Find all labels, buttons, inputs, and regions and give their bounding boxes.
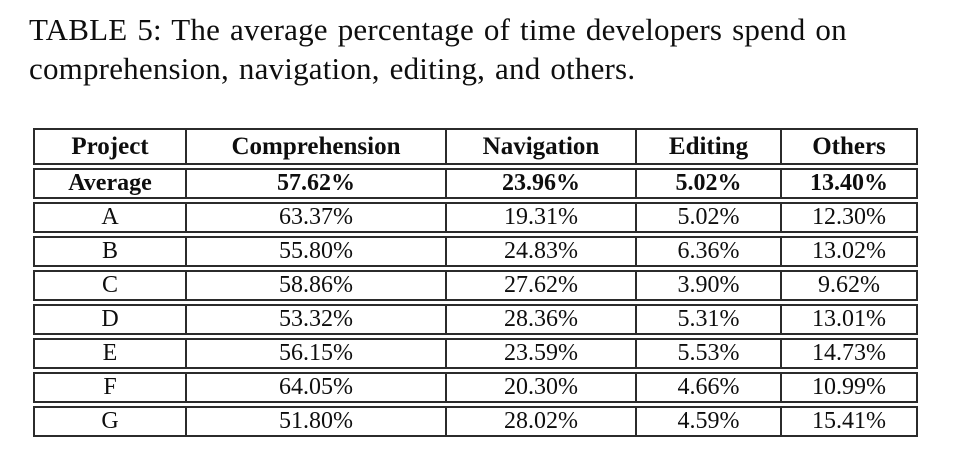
- table-cell: 28.02%: [447, 406, 637, 437]
- table-cell: 15.41%: [782, 406, 918, 437]
- table-row-average: Average 57.62% 23.96% 5.02% 13.40%: [33, 168, 918, 199]
- table-cell: 64.05%: [187, 372, 447, 403]
- table-row-c: C 58.86% 27.62% 3.90% 9.62%: [33, 270, 918, 301]
- table-cell: 5.31%: [637, 304, 782, 335]
- table-row-b: B 55.80% 24.83% 6.36% 13.02%: [33, 236, 918, 267]
- table-cell: 55.80%: [187, 236, 447, 267]
- table-cell: 58.86%: [187, 270, 447, 301]
- table-cell: G: [33, 406, 187, 437]
- table-cell: 12.30%: [782, 202, 918, 233]
- caption-line-2: comprehension, navigation, editing, and …: [29, 51, 636, 86]
- table-cell: 56.15%: [187, 338, 447, 369]
- caption-line-1: TABLE 5: The average percentage of time …: [29, 12, 847, 47]
- table-caption: TABLE 5: The average percentage of time …: [29, 10, 847, 88]
- table-cell: 28.36%: [447, 304, 637, 335]
- table-cell: 5.53%: [637, 338, 782, 369]
- table-cell: Average: [33, 168, 187, 199]
- table-cell: 4.66%: [637, 372, 782, 403]
- table-cell: 51.80%: [187, 406, 447, 437]
- table-cell: 24.83%: [447, 236, 637, 267]
- table-cell: 53.32%: [187, 304, 447, 335]
- column-header-editing: Editing: [637, 128, 782, 165]
- table-cell: 10.99%: [782, 372, 918, 403]
- table-cell: 20.30%: [447, 372, 637, 403]
- table-row-e: E 56.15% 23.59% 5.53% 14.73%: [33, 338, 918, 369]
- table-cell: 19.31%: [447, 202, 637, 233]
- table-row-g: G 51.80% 28.02% 4.59% 15.41%: [33, 406, 918, 437]
- table-cell: 23.96%: [447, 168, 637, 199]
- time-distribution-table: Project Comprehension Navigation Editing…: [33, 125, 918, 440]
- table-cell: C: [33, 270, 187, 301]
- table-cell: E: [33, 338, 187, 369]
- table-cell: 57.62%: [187, 168, 447, 199]
- table-cell: 13.02%: [782, 236, 918, 267]
- table-row-d: D 53.32% 28.36% 5.31% 13.01%: [33, 304, 918, 335]
- table-cell: B: [33, 236, 187, 267]
- table-cell: 9.62%: [782, 270, 918, 301]
- table-cell: F: [33, 372, 187, 403]
- table-cell: 13.40%: [782, 168, 918, 199]
- column-header-others: Others: [782, 128, 918, 165]
- table-cell: 3.90%: [637, 270, 782, 301]
- table-cell: 27.62%: [447, 270, 637, 301]
- table-row-f: F 64.05% 20.30% 4.66% 10.99%: [33, 372, 918, 403]
- table-cell: 5.02%: [637, 168, 782, 199]
- column-header-navigation: Navigation: [447, 128, 637, 165]
- table-cell: 63.37%: [187, 202, 447, 233]
- table-cell: 5.02%: [637, 202, 782, 233]
- table-cell: 6.36%: [637, 236, 782, 267]
- header-row: Project Comprehension Navigation Editing…: [33, 128, 918, 165]
- table-cell: 13.01%: [782, 304, 918, 335]
- column-header-comprehension: Comprehension: [187, 128, 447, 165]
- table-cell: 23.59%: [447, 338, 637, 369]
- table-cell: A: [33, 202, 187, 233]
- table-row-a: A 63.37% 19.31% 5.02% 12.30%: [33, 202, 918, 233]
- column-header-project: Project: [33, 128, 187, 165]
- table-cell: 14.73%: [782, 338, 918, 369]
- table-cell: D: [33, 304, 187, 335]
- table-cell: 4.59%: [637, 406, 782, 437]
